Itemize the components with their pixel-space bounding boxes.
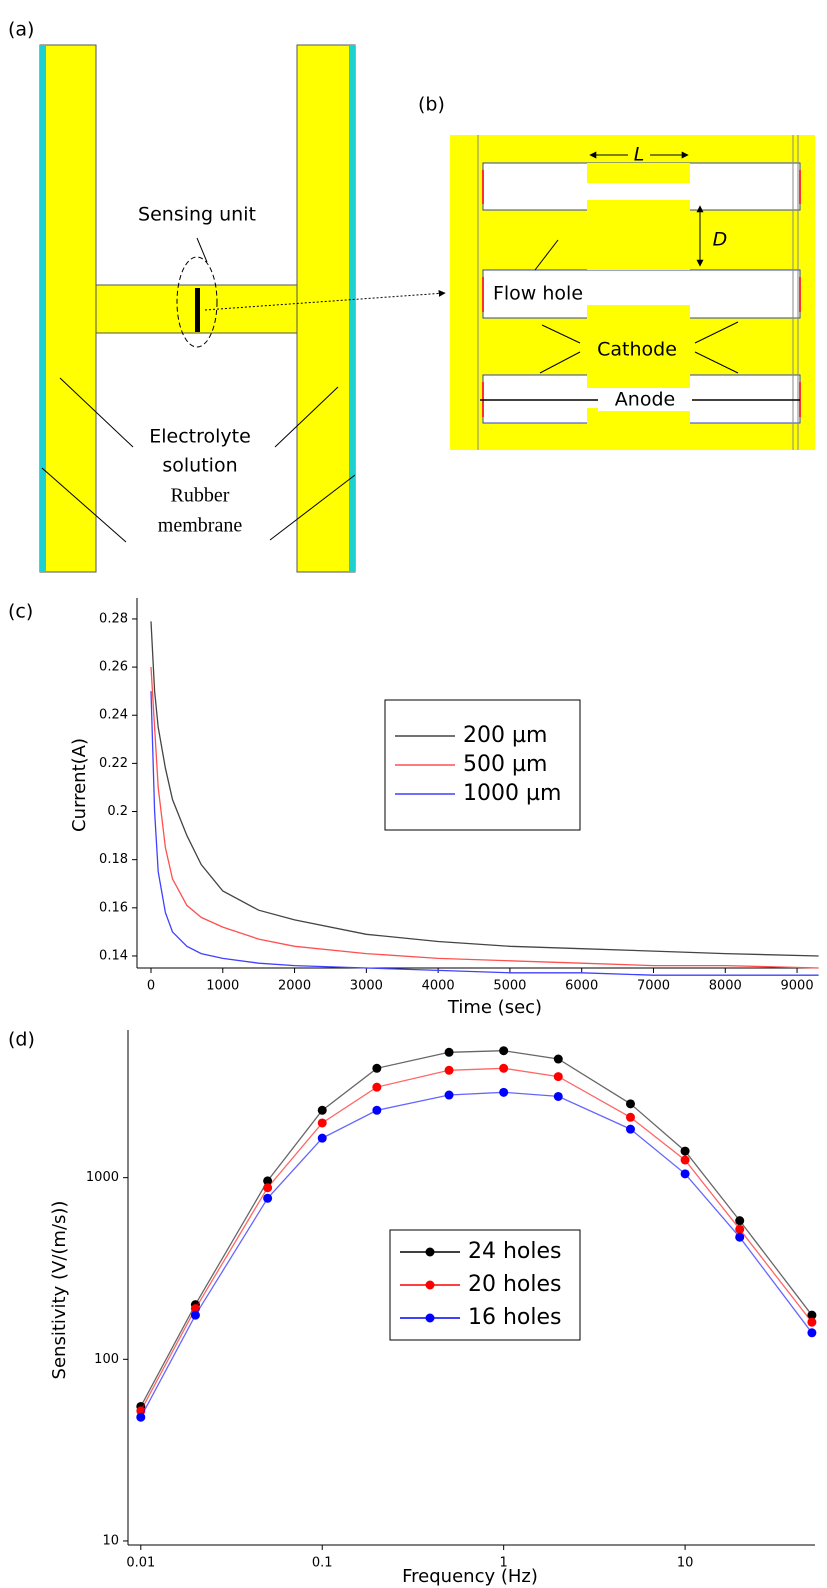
x-tick-label: 6000 — [565, 979, 598, 994]
data-point — [263, 1183, 272, 1192]
legend-label: 24 holes — [468, 1239, 562, 1264]
panel-label: (a) — [8, 19, 34, 41]
data-point — [499, 1046, 508, 1055]
data-point — [807, 1318, 816, 1327]
electrolyte-label: Electrolyte — [149, 426, 251, 448]
figure: (a) Sensing unit Electrolyte solution Ru… — [0, 0, 827, 1588]
data-point — [681, 1169, 690, 1178]
legend-label: 1000 µm — [463, 781, 561, 806]
y-tick-label: 0.24 — [99, 708, 128, 723]
data-point — [372, 1064, 381, 1073]
legend-marker — [426, 1248, 435, 1257]
data-point — [372, 1083, 381, 1092]
x-tick-label: 10 — [677, 1556, 694, 1571]
legend-label: 200 µm — [463, 723, 547, 748]
legend-label: 16 holes — [468, 1305, 562, 1330]
data-point — [735, 1233, 744, 1242]
data-point — [499, 1064, 508, 1073]
diagram-b: (b) Anode L D Flow hole Cathode — [418, 94, 815, 451]
y-tick-label: 0.14 — [99, 948, 128, 963]
data-point — [626, 1113, 635, 1122]
data-point — [318, 1134, 327, 1143]
data-point — [136, 1413, 145, 1422]
data-point — [445, 1091, 454, 1100]
y-axis-label: Current(A) — [69, 738, 90, 832]
x-tick-label: 5000 — [493, 979, 526, 994]
data-point — [191, 1311, 200, 1320]
electrolyte-label: solution — [162, 455, 237, 477]
y-tick-label: 1000 — [86, 1170, 119, 1185]
length-label: L — [634, 144, 645, 166]
x-tick-label: 0 — [147, 979, 155, 994]
cathode-label: Cathode — [597, 339, 677, 361]
x-tick-label: 7000 — [637, 979, 670, 994]
y-tick-label: 100 — [94, 1352, 119, 1367]
flow-hole-label: Flow hole — [493, 283, 583, 305]
data-point — [807, 1328, 816, 1337]
data-point — [318, 1118, 327, 1127]
data-point — [318, 1106, 327, 1115]
page: (a) Sensing unit Electrolyte solution Ru… — [0, 0, 827, 1588]
left-membrane — [40, 45, 46, 572]
x-tick-label: 2000 — [278, 979, 311, 994]
x-tick-label: 4000 — [422, 979, 455, 994]
data-point — [735, 1225, 744, 1234]
legend-label: 500 µm — [463, 752, 547, 777]
x-tick-label: 0.01 — [126, 1556, 155, 1571]
left-chamber — [40, 45, 96, 572]
charts: (c) 0 1000 2000 3000 4000 5000 6000 7000 8000 9000… — [8, 598, 819, 1587]
membrane-label: Rubber — [171, 485, 230, 507]
data-point — [626, 1125, 635, 1134]
diagram-a: (a) Sensing unit Electrolyte solution Ru… — [8, 19, 445, 573]
panel-label: (b) — [418, 94, 445, 116]
y-axis-label: Sensitivity (V/(m/s)) — [49, 1201, 70, 1380]
x-tick-label: 8000 — [709, 979, 742, 994]
x-tick-label: 9000 — [781, 979, 814, 994]
y-tick-label: 0.26 — [99, 660, 128, 675]
data-point — [626, 1099, 635, 1108]
data-point — [681, 1147, 690, 1156]
data-point — [445, 1066, 454, 1075]
sensing-unit — [195, 288, 200, 332]
data-point — [445, 1048, 454, 1057]
panel-label: (d) — [8, 1029, 35, 1051]
right-membrane — [349, 45, 355, 572]
legend-label: 20 holes — [468, 1272, 562, 1297]
data-point — [499, 1088, 508, 1097]
depth-label: D — [713, 229, 728, 251]
panel-label: (c) — [8, 601, 33, 623]
y-tick-label: 10 — [102, 1533, 119, 1548]
right-chamber — [297, 45, 355, 572]
series-line — [141, 1051, 812, 1407]
data-point — [735, 1216, 744, 1225]
data-point — [554, 1092, 563, 1101]
electrode — [587, 163, 690, 183]
y-tick-label: 0.28 — [99, 611, 128, 626]
x-tick-label: 0.1 — [312, 1556, 333, 1571]
data-point — [554, 1072, 563, 1081]
data-point — [554, 1055, 563, 1064]
anode-label: Anode — [615, 389, 675, 411]
y-tick-label: 0.22 — [99, 756, 128, 771]
x-axis-label: Time (sec) — [447, 997, 542, 1018]
legend-marker — [426, 1314, 435, 1323]
membrane-label: membrane — [158, 515, 243, 537]
x-axis-label: Frequency (Hz) — [402, 1566, 538, 1587]
sensing-label: Sensing unit — [138, 204, 256, 226]
legend-marker — [426, 1281, 435, 1290]
y-tick-label: 0.2 — [107, 804, 128, 819]
electrode — [587, 200, 690, 270]
data-point — [681, 1156, 690, 1165]
electrode — [587, 408, 690, 450]
x-tick-label: 1000 — [206, 979, 239, 994]
x-tick-label: 3000 — [350, 979, 383, 994]
data-point — [263, 1194, 272, 1203]
y-tick-label: 0.18 — [99, 852, 128, 867]
data-point — [372, 1106, 381, 1115]
y-tick-label: 0.16 — [99, 900, 128, 915]
